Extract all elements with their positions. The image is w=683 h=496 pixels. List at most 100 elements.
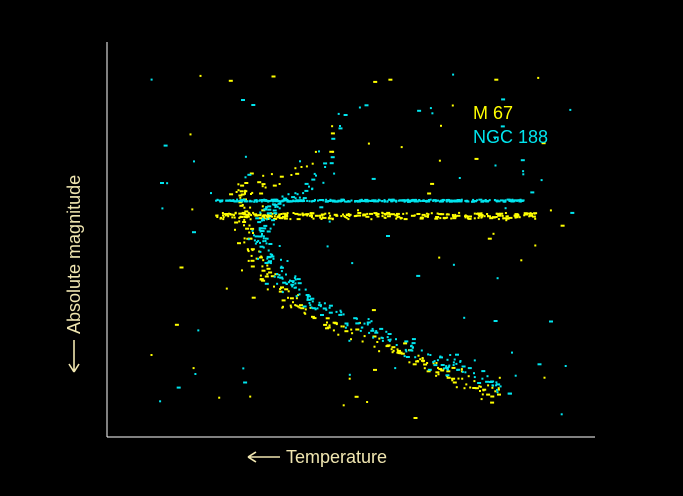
ngc188-star-point	[502, 200, 505, 203]
m67-star-point	[319, 216, 322, 219]
m67-star-point	[255, 257, 258, 260]
ngc188-star-point	[244, 155, 247, 158]
ngc188-star-point	[520, 159, 525, 162]
m67-star-point	[490, 395, 495, 398]
ngc188-star-point	[359, 199, 364, 202]
m67-star-point	[497, 218, 500, 221]
ngc188-star-point	[273, 275, 276, 278]
ngc188-star-point	[446, 358, 449, 361]
ngc188-star-point	[440, 199, 444, 202]
m67-star-point	[457, 377, 460, 380]
ngc188-star-point	[427, 353, 430, 356]
ngc188-star-point	[277, 276, 280, 279]
m67-star-point	[233, 214, 235, 217]
m67-star-point	[283, 217, 288, 220]
ngc188-star-point	[308, 302, 311, 304]
m67-star-point	[189, 133, 192, 136]
m67-star-point	[314, 214, 319, 217]
ngc188-star-point	[355, 322, 360, 325]
ngc188-star-point	[452, 263, 455, 266]
ngc188-star-point	[515, 199, 520, 202]
ngc188-star-point	[386, 336, 389, 339]
m67-star-point	[300, 307, 305, 310]
ngc188-star-point	[390, 198, 395, 201]
ngc188-star-point	[282, 204, 285, 207]
ngc188-star-point	[275, 204, 278, 207]
ngc188-star-point	[331, 137, 336, 140]
ngc188-star-point	[456, 368, 461, 371]
m67-star-point	[267, 216, 270, 219]
m67-star-point	[262, 259, 265, 262]
m67-star-point	[505, 215, 508, 218]
m67-star-point	[403, 342, 408, 345]
m67-star-point	[279, 175, 284, 178]
m67-star-point	[467, 217, 472, 220]
ngc188-star-point	[314, 308, 317, 311]
y-axis-title: Absolute magnitude	[64, 175, 84, 373]
m67-star-point	[423, 367, 426, 370]
ngc188-star-point	[272, 200, 275, 203]
ngc188-star-point	[330, 156, 335, 159]
m67-star-point	[386, 215, 391, 218]
m67-star-point	[531, 215, 536, 218]
ngc188-star-point	[269, 256, 272, 259]
m67-star-point	[245, 213, 250, 216]
m67-star-point	[497, 387, 500, 390]
ngc188-star-point	[176, 386, 181, 389]
m67-star-point	[340, 215, 343, 218]
m67-star-point	[455, 386, 458, 389]
m67-star-point	[265, 214, 268, 217]
m67-star-point	[238, 201, 243, 204]
m67-star-point	[297, 213, 302, 216]
m67-star-point	[560, 224, 565, 227]
ngc188-star-point	[343, 200, 346, 203]
ngc188-star-point	[496, 383, 501, 386]
m67-star-point	[302, 214, 305, 217]
m67-star-point	[395, 217, 398, 220]
y-axis-label: Absolute magnitude	[64, 175, 84, 334]
m67-star-point	[342, 325, 345, 328]
ngc188-star-point	[388, 340, 391, 343]
ngc188-star-point	[456, 199, 459, 202]
m67-star-point	[280, 213, 283, 215]
ngc188-star-point	[293, 276, 296, 279]
m67-star-point	[314, 150, 317, 153]
ngc188-star-point	[403, 355, 406, 358]
ngc188-star-point	[233, 200, 238, 203]
m67-star-point	[266, 267, 271, 270]
m67-star-point	[477, 216, 480, 219]
ngc188-star-point	[271, 198, 274, 201]
m67-star-point	[248, 224, 251, 227]
ngc188-star-point	[540, 179, 543, 182]
m67-star-point	[247, 211, 250, 214]
ngc188-star-point	[275, 200, 280, 203]
ngc188-star-point	[280, 258, 282, 261]
m67-star-point	[347, 218, 350, 221]
ngc188-star-point	[286, 260, 289, 262]
m67-star-point	[234, 228, 236, 231]
m67-star-point	[237, 189, 240, 192]
ngc188-star-point	[374, 200, 379, 203]
m67-star-point	[487, 237, 492, 240]
m67-star-point	[529, 212, 533, 215]
m67-star-point	[424, 215, 429, 218]
ngc188-star-point	[367, 318, 370, 321]
m67-star-point	[413, 417, 418, 419]
m67-star-point	[244, 210, 249, 213]
ngc188-star-point	[242, 367, 245, 370]
m67-star-point	[261, 265, 264, 268]
m67-star-point	[244, 189, 247, 192]
m67-star-point	[369, 212, 373, 215]
ngc188-star-point	[429, 354, 432, 356]
m67-star-point	[335, 214, 338, 217]
m67-star-point	[223, 213, 226, 216]
m67-star-point	[423, 363, 428, 366]
ngc188-star-point	[354, 200, 356, 203]
m67-star-point	[430, 212, 433, 215]
ngc188-star-point	[319, 206, 324, 209]
m67-star-point	[346, 214, 350, 216]
ngc188-star-point	[337, 112, 340, 115]
m67-star-point	[391, 346, 396, 349]
m67-star-point	[261, 205, 264, 208]
m67-star-point	[246, 248, 249, 251]
